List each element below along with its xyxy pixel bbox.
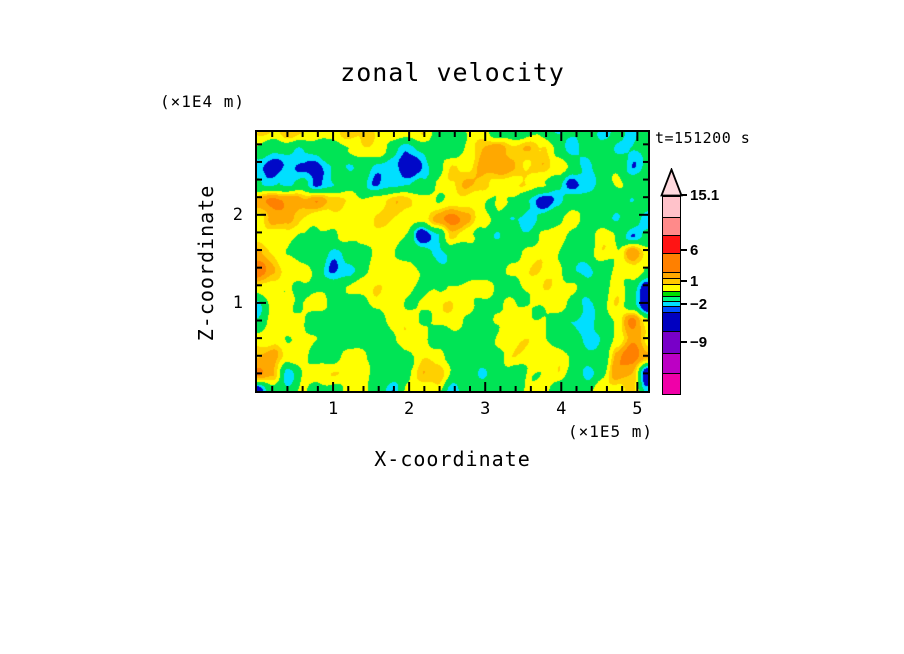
y-axis-units: (×1E4 m) bbox=[160, 92, 246, 111]
x-tick-label: 3 bbox=[480, 399, 491, 419]
colorbar-level-tick bbox=[681, 280, 687, 282]
colorbar-segment bbox=[663, 197, 680, 217]
colorbar-segment bbox=[663, 331, 680, 354]
x-axis-title: X-coordinate bbox=[374, 447, 531, 471]
colorbar-segment bbox=[663, 271, 680, 278]
colorbar-segment bbox=[663, 306, 680, 313]
colorbar-level-tick bbox=[681, 303, 687, 305]
colorbar-level-label: 15.1 bbox=[690, 187, 720, 204]
colorbar-segment bbox=[663, 234, 680, 253]
contour-field bbox=[257, 132, 648, 391]
colorbar-segment bbox=[663, 296, 680, 302]
colorbar-segment bbox=[663, 312, 680, 332]
time-annotation: t=151200 s bbox=[655, 129, 751, 147]
colorbar-segment bbox=[663, 252, 680, 272]
colorbar-level-tick bbox=[681, 341, 687, 343]
colorbar-segment bbox=[663, 353, 680, 374]
x-tick-label: 2 bbox=[404, 399, 415, 419]
colorbar-level-label: 1 bbox=[690, 273, 699, 290]
x-tick-label: 1 bbox=[327, 399, 339, 419]
x-tick-label: 4 bbox=[556, 399, 567, 419]
colorbar-level-label: −2 bbox=[690, 296, 708, 313]
colorbar-segment bbox=[663, 373, 680, 394]
y-tick-label: 1 bbox=[232, 292, 243, 313]
colorbar-level-label: 6 bbox=[690, 242, 699, 259]
colorbar-segment bbox=[663, 283, 680, 291]
chart-title: zonal velocity bbox=[340, 58, 565, 87]
x-axis-units: (×1E5 m) bbox=[567, 422, 653, 441]
y-axis-title: Z-coordinate bbox=[194, 184, 218, 342]
y-tick-label: 2 bbox=[232, 204, 243, 225]
colorbar-segment bbox=[663, 216, 680, 235]
colorbar-segment bbox=[663, 290, 680, 297]
colorbar-level-tick bbox=[681, 249, 687, 251]
colorbar-level-tick bbox=[681, 194, 687, 196]
colorbar-arrow-icon bbox=[660, 168, 683, 197]
x-tick-label: 5 bbox=[632, 399, 643, 419]
colorbar-level-label: −9 bbox=[690, 334, 708, 351]
colorbar-segment bbox=[663, 277, 680, 284]
plot-area bbox=[255, 130, 650, 393]
colorbar-segment bbox=[663, 301, 680, 307]
colorbar bbox=[662, 196, 681, 395]
